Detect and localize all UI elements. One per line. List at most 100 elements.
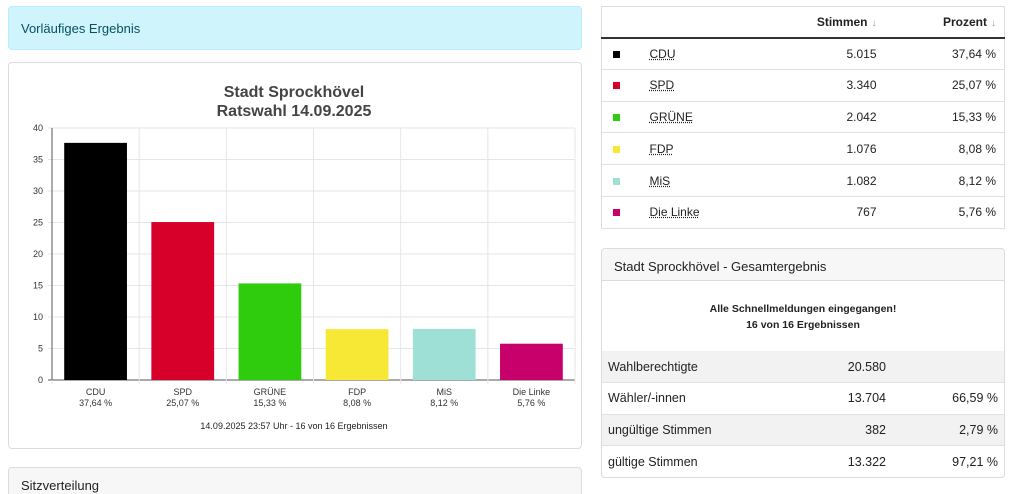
x-tick-label: GRÜNE — [254, 387, 287, 397]
ges-percent-cell — [892, 351, 1004, 384]
table-row: MiS 1.082 8,12 % — [601, 164, 1005, 197]
prozent-cell: 15,33 % — [884, 101, 1005, 134]
y-tick-label: 25 — [33, 218, 43, 228]
stimmen-cell: 3.340 — [761, 69, 885, 102]
bar-value-label: 15,33 % — [253, 398, 286, 408]
x-tick-label: SPD — [173, 387, 192, 397]
header-prozent-label: Prozent — [942, 14, 987, 29]
table-row: Wähler/-innen 13.704 66,59 % — [602, 382, 1004, 415]
results-body: CDU 5.015 37,64 % SPD 3.340 25,07 % GRÜNE 2.042… — [601, 37, 1005, 229]
gesamtergebnis-title: Stadt Sprockhövel - Gesamtergebnis — [602, 249, 1004, 281]
bar-value-label: 37,64 % — [79, 398, 112, 408]
bar-fdp — [325, 329, 389, 380]
chart-card: Stadt Sprockhövel Ratswahl 14.09.2025 0 5… — [8, 62, 582, 449]
sitzverteilung-title: Sitzverteilung — [21, 478, 100, 493]
chart-title-block: Stadt Sprockhövel Ratswahl 14.09.2025 — [9, 83, 579, 121]
status-line-2: 16 von 16 Ergebnissen — [746, 319, 860, 331]
gesamtergebnis-card: Stadt Sprockhövel - Gesamtergebnis Alle … — [601, 248, 1005, 478]
ges-label-cell: gültige Stimmen — [602, 445, 792, 477]
party-cell[interactable]: MiS — [641, 164, 762, 197]
prozent-cell: 5,76 % — [884, 196, 1005, 229]
table-row: FDP 1.076 8,08 % — [601, 132, 1005, 166]
table-row: Wahlberechtigte 20.580 — [602, 351, 1004, 384]
ges-value-cell: 13.704 — [792, 382, 892, 415]
ges-value-cell: 20.580 — [792, 351, 892, 384]
prozent-cell: 8,08 % — [884, 132, 1005, 166]
party-color-cell — [601, 101, 642, 134]
party-color-cell — [601, 37, 642, 70]
stimmen-cell: 767 — [761, 196, 885, 229]
bar-cdu — [64, 142, 127, 380]
party-cell[interactable]: Die Linke — [641, 196, 762, 229]
ges-value-cell: 13.322 — [792, 445, 892, 477]
results-header-row: Stimmen ↓ Prozent ↓ — [601, 6, 1005, 39]
chart-title: Stadt Sprockhövel — [223, 84, 365, 101]
results-table: Stimmen ↓ Prozent ↓ CDU 5.015 37,64 % SPD 3.34… — [601, 6, 1005, 229]
party-color-swatch — [613, 177, 620, 185]
y-tick-label: 40 — [33, 123, 43, 133]
y-tick-label: 30 — [33, 186, 43, 196]
header-color — [601, 6, 642, 39]
table-row: GRÜNE 2.042 15,33 % — [601, 101, 1005, 134]
sort-arrow-icon[interactable]: ↓ — [991, 17, 996, 29]
party-cell[interactable]: SPD — [641, 69, 762, 102]
party-color-cell — [601, 196, 642, 229]
y-tick-label: 10 — [33, 312, 43, 322]
party-color-swatch — [613, 82, 620, 90]
x-tick-label: MiS — [437, 387, 453, 397]
party-color-cell — [601, 164, 642, 197]
bar-spd — [151, 222, 215, 380]
alert-text: Vorläufiges Ergebnis — [21, 21, 141, 36]
prozent-cell: 37,64 % — [884, 37, 1005, 70]
table-row: ungültige Stimmen 382 2,79 % — [602, 414, 1004, 447]
table-row: CDU 5.015 37,64 % — [601, 37, 1005, 70]
bar-grüne — [238, 283, 302, 380]
prozent-cell: 8,12 % — [884, 164, 1005, 197]
y-tick-label: 35 — [33, 155, 43, 165]
sitzverteilung-card[interactable]: Sitzverteilung — [8, 467, 582, 494]
party-color-cell — [601, 69, 642, 102]
party-cell[interactable]: FDP — [641, 132, 762, 166]
table-row: SPD 3.340 25,07 % — [601, 69, 1005, 102]
bar-value-label: 8,08 % — [343, 398, 371, 408]
header-stimmen[interactable]: Stimmen ↓ — [761, 6, 885, 39]
party-name-link[interactable]: SPD — [649, 78, 675, 93]
header-party — [641, 6, 762, 39]
ges-label-cell: Wahlberechtigte — [602, 351, 792, 384]
stimmen-cell: 5.015 — [761, 37, 885, 70]
party-name-link[interactable]: CDU — [649, 46, 676, 61]
bar-value-label: 8,12 % — [430, 398, 458, 408]
ges-label-cell: Wähler/-innen — [602, 382, 792, 415]
bar-die-linke — [500, 343, 563, 380]
x-tick-label: FDP — [348, 387, 366, 397]
party-name-link[interactable]: MiS — [649, 173, 671, 188]
stimmen-cell: 2.042 — [761, 101, 885, 134]
ges-percent-cell: 2,79 % — [892, 414, 1004, 447]
y-tick-label: 0 — [38, 375, 43, 385]
party-color-swatch — [613, 145, 620, 153]
sort-arrow-icon[interactable]: ↓ — [871, 17, 877, 29]
party-cell[interactable]: CDU — [641, 37, 762, 70]
header-stimmen-label: Stimmen — [816, 14, 868, 29]
stimmen-cell: 1.082 — [761, 164, 885, 197]
party-color-swatch — [613, 209, 620, 217]
ges-percent-cell: 97,21 % — [892, 445, 1004, 477]
x-tick-label: CDU — [86, 387, 106, 397]
ges-percent-cell: 66,59 % — [892, 382, 1004, 415]
x-tick-label: Die Linke — [513, 387, 551, 397]
party-color-cell — [601, 132, 642, 166]
party-cell[interactable]: GRÜNE — [641, 101, 762, 134]
y-tick-label: 5 — [38, 344, 43, 354]
status-line-1: Alle Schnellmeldungen eingegangen! — [709, 303, 897, 315]
table-row: Die Linke 767 5,76 % — [601, 196, 1005, 229]
party-name-link[interactable]: FDP — [649, 141, 674, 156]
party-name-link[interactable]: GRÜNE — [649, 109, 693, 124]
party-color-swatch — [613, 50, 620, 58]
y-tick-label: 20 — [33, 249, 43, 259]
preliminary-result-alert: Vorläufiges Ergebnis — [8, 6, 582, 50]
chart-subtitle: Ratswahl 14.09.2025 — [216, 103, 372, 120]
stimmen-cell: 1.076 — [761, 132, 885, 166]
party-name-link[interactable]: Die Linke — [649, 205, 700, 220]
ges-label-cell: ungültige Stimmen — [602, 414, 792, 447]
header-prozent[interactable]: Prozent ↓ — [884, 6, 1005, 39]
